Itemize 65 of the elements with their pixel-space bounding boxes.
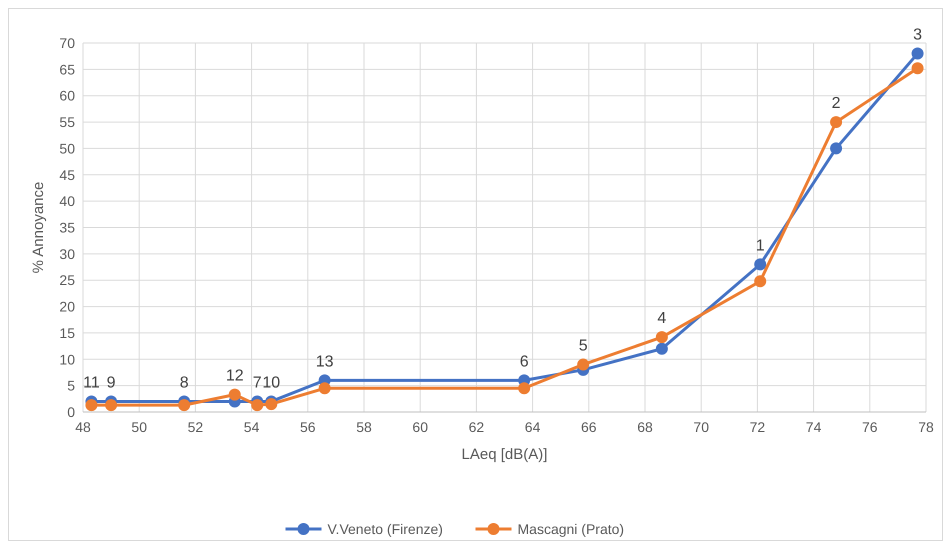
x-tick-label: 54: [244, 419, 260, 435]
y-tick-label: 70: [59, 35, 76, 51]
annotation: 7: [252, 374, 262, 392]
y-tick-label: 40: [59, 193, 76, 210]
point: [265, 398, 278, 410]
x-tick-label: 78: [918, 419, 934, 435]
y-tick-label: 25: [59, 272, 76, 288]
point: [105, 399, 118, 412]
point: [318, 382, 331, 394]
x-tick-label: 50: [131, 419, 148, 435]
x-tick-label: 64: [524, 419, 541, 435]
x-tick-label: 66: [581, 419, 597, 435]
point: [912, 62, 924, 74]
x-tick-label: 52: [188, 419, 204, 435]
legend-label: Mascagni (Prato): [518, 521, 624, 537]
point: [85, 399, 98, 412]
point: [912, 48, 924, 60]
point: [228, 388, 241, 401]
y-tick-label: 20: [59, 298, 76, 315]
legend-label: V.Veneto (Firenze): [328, 521, 443, 537]
x-tick-label: 74: [806, 419, 822, 435]
annotation: 12: [226, 368, 244, 385]
annotation: 1: [756, 237, 765, 254]
y-tick-label: 60: [59, 88, 76, 104]
y-axis-title: % Annoyance: [30, 182, 47, 274]
annotation: 8: [180, 374, 189, 392]
point: [577, 358, 590, 371]
x-tick-label: 56: [300, 419, 316, 435]
x-tick-label: 68: [637, 419, 653, 435]
x-tick-label: 62: [468, 419, 484, 435]
x-tick-label: 58: [356, 419, 372, 435]
x-tick-label: 60: [412, 419, 428, 435]
annotation: 6: [520, 353, 529, 370]
y-tick-label: 35: [59, 220, 76, 236]
annotation: 11: [83, 374, 100, 392]
y-tick-label: 50: [59, 140, 76, 156]
x-axis-title: LAeq [dB(A)]: [462, 446, 548, 463]
y-tick-label: 65: [59, 61, 76, 78]
x-tick-label: 70: [693, 419, 710, 435]
y-tick-label: 10: [59, 351, 76, 368]
y-tick-label: 45: [59, 166, 76, 183]
y-tick-label: 15: [59, 324, 76, 341]
annotation: 3: [913, 26, 922, 44]
annotation: 10: [262, 374, 280, 392]
annotation: 13: [316, 353, 334, 370]
x-tick-label: 48: [75, 419, 91, 435]
y-tick-label: 30: [59, 246, 76, 262]
point: [178, 399, 190, 412]
annotation: 4: [657, 310, 666, 328]
y-tick-label: 5: [67, 378, 76, 394]
point: [830, 142, 842, 154]
point: [754, 275, 766, 288]
point: [656, 331, 668, 344]
point: [830, 116, 842, 128]
x-tick-label: 76: [862, 419, 878, 435]
y-tick-label: 0: [67, 404, 76, 420]
annotation: 9: [106, 374, 116, 392]
annotation: 2: [832, 95, 841, 112]
y-tick-label: 55: [59, 114, 76, 130]
annotation: 5: [578, 338, 588, 355]
x-tick-label: 72: [750, 419, 766, 435]
point: [518, 382, 530, 394]
point: [251, 399, 264, 412]
point: [754, 258, 766, 270]
point: [656, 342, 668, 355]
